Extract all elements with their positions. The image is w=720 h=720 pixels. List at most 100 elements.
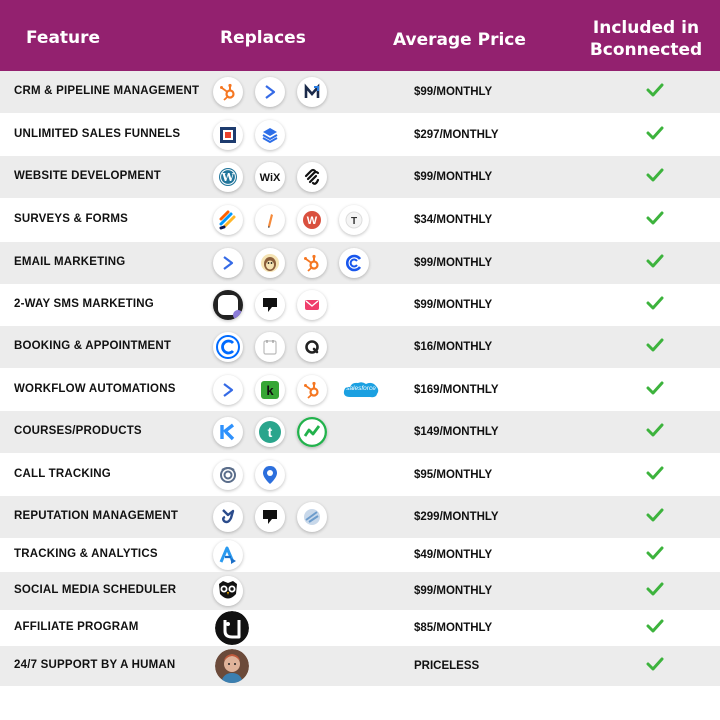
svg-text:T: T <box>351 216 357 227</box>
feature-name: CALL TRACKING <box>14 467 111 480</box>
feature-name: BOOKING & APPOINTMENT <box>14 340 172 352</box>
included-check-icon <box>646 582 664 596</box>
included-check-icon <box>646 508 664 522</box>
table-row: CALL TRACKING $95/MONTHLY <box>0 453 720 496</box>
average-price: $297/MONTHLY <box>414 128 499 141</box>
table-row: WEBSITE DEVELOPMENT W WiX $99/MONTHLY <box>0 156 720 198</box>
average-price: $99/MONTHLY <box>414 257 493 269</box>
included-check-icon <box>646 466 664 480</box>
table-row: EMAIL MARKETING $99/MONTHLY <box>0 242 720 284</box>
text-message-icon <box>297 290 327 320</box>
average-price: PRICELESS <box>414 660 480 672</box>
affiliate-app-icon <box>215 611 249 645</box>
table-row: 2-WAY SMS MARKETING $99/MONTHLY <box>0 284 720 326</box>
header-average-price: Average Price <box>393 30 526 50</box>
average-price: $16/MONTHLY <box>414 341 493 353</box>
wix-icon: WiX <box>255 162 285 192</box>
table-row: WORKFLOW AUTOMATIONS k salesforce $169/MONT… <box>0 368 720 411</box>
mailchimp-icon <box>255 248 285 278</box>
hubspot-icon <box>297 248 327 278</box>
included-check-icon <box>646 296 664 310</box>
feature-name: WORKFLOW AUTOMATIONS <box>14 382 176 395</box>
location-pin-icon <box>255 459 285 490</box>
included-check-icon <box>646 211 664 225</box>
included-check-icon <box>646 168 664 182</box>
header-feature: Feature <box>26 28 101 48</box>
wordpress-icon: W <box>213 162 243 192</box>
acuity-icon <box>297 332 327 362</box>
svg-text:WiX: WiX <box>260 172 281 184</box>
feature-name: CRM & PIPELINE MANAGEMENT <box>14 85 200 97</box>
average-price: $49/MONTHLY <box>414 549 493 561</box>
table-row: TRACKING & ANALYTICS $49/MONTHLY <box>0 538 720 572</box>
feature-name: SOCIAL MEDIA SCHEDULER <box>14 584 177 596</box>
teachable-icon: t <box>255 417 285 447</box>
included-check-icon <box>646 381 664 395</box>
header-included-line2: Bconnected <box>589 40 703 60</box>
feature-name: WEBSITE DEVELOPMENT <box>14 170 161 182</box>
average-price: $99/MONTHLY <box>414 585 493 597</box>
kajabi-icon <box>213 417 243 447</box>
svg-text:W: W <box>307 215 318 227</box>
clickfunnels-icon <box>213 119 243 150</box>
average-price: $99/MONTHLY <box>414 299 493 311</box>
analytics-icon <box>213 540 243 570</box>
mailerlite-m-icon <box>297 77 327 107</box>
included-check-icon <box>646 83 664 97</box>
feature-name: SURVEYS & FORMS <box>14 213 128 225</box>
included-check-icon <box>646 126 664 140</box>
feature-name: EMAIL MARKETING <box>14 256 126 268</box>
activecampaign-icon <box>255 77 285 107</box>
included-check-icon <box>646 657 664 671</box>
table-row: SOCIAL MEDIA SCHEDULER $99/MONTHLY <box>0 572 720 610</box>
layers-icon <box>255 119 285 150</box>
calendly-icon <box>213 332 243 362</box>
table-row: SURVEYS & FORMS W T $34/MONTHLY <box>0 198 720 242</box>
header-included: Included in Bconnected <box>586 17 706 61</box>
header-included-line1: Included in <box>592 18 700 38</box>
header-replaces: Replaces <box>220 28 306 48</box>
feature-name: AFFILIATE PROGRAM <box>14 621 139 633</box>
average-price: $99/MONTHLY <box>414 86 493 98</box>
average-price: $99/MONTHLY <box>414 171 493 183</box>
feature-name: 24/7 SUPPORT BY A HUMAN <box>14 659 176 671</box>
feature-name: 2-WAY SMS MARKETING <box>14 298 154 310</box>
yext-icon <box>297 502 327 532</box>
included-check-icon <box>646 619 664 633</box>
average-price: $34/MONTHLY <box>414 214 493 226</box>
callrail-icon <box>213 459 243 490</box>
keap-icon: k <box>255 374 285 405</box>
typeform-icon: T <box>339 205 369 235</box>
table-row: CRM & PIPELINE MANAGEMENT $99/MONTHLY <box>0 71 720 113</box>
hootsuite-owl-icon <box>213 576 243 606</box>
salesforce-icon: salesforce <box>342 380 380 400</box>
salesforce-label: salesforce <box>346 384 376 392</box>
table-row: UNLIMITED SALES FUNNELS $297/MONTHLY <box>0 113 720 156</box>
table-row: COURSES/PRODUCTS t $149/MONTHLY <box>0 411 720 453</box>
svg-text:W: W <box>221 171 235 184</box>
podium-icon <box>255 290 285 320</box>
activecampaign-icon <box>213 248 243 278</box>
constant-contact-icon <box>339 248 369 278</box>
calendar-icon <box>255 332 285 362</box>
table-row: 24/7 SUPPORT BY A HUMAN PRICELESS <box>0 646 720 686</box>
thinkific-icon <box>297 417 327 447</box>
hubspot-icon <box>213 77 243 107</box>
average-price: $95/MONTHLY <box>414 468 493 481</box>
sms-app-icon <box>213 290 243 320</box>
support-person-avatar <box>215 649 249 683</box>
table-row: AFFILIATE PROGRAM $85/MONTHLY <box>0 610 720 646</box>
average-price: $85/MONTHLY <box>414 622 493 634</box>
jotform-icon <box>213 205 243 235</box>
svg-text:k: k <box>266 383 274 398</box>
feature-name: UNLIMITED SALES FUNNELS <box>14 127 181 140</box>
podium-icon <box>255 502 285 532</box>
average-price: $299/MONTHLY <box>414 511 499 523</box>
svg-text:t: t <box>268 424 273 440</box>
activecampaign-icon <box>213 374 243 405</box>
included-check-icon <box>646 338 664 352</box>
wufoo-icon: W <box>297 205 327 235</box>
table-header: Feature Replaces Average Price Included … <box>0 0 720 71</box>
zapier-form-icon <box>255 205 285 235</box>
included-check-icon <box>646 546 664 560</box>
